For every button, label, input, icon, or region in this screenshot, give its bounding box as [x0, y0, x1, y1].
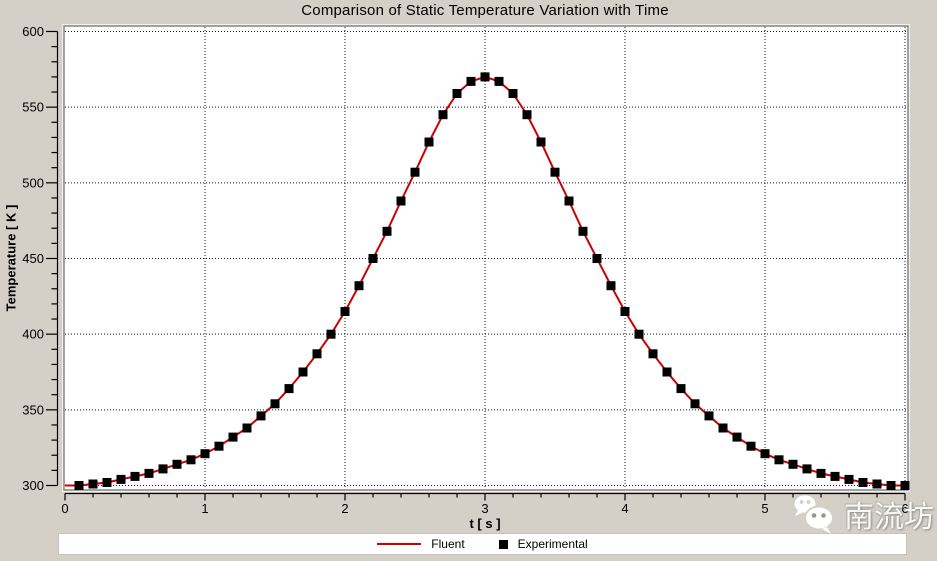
chart-title: Comparison of Static Temperature Variati…: [301, 2, 669, 19]
experimental-markers: [74, 72, 910, 490]
svg-text:1: 1: [201, 501, 208, 516]
x-axis-title: t [ s ]: [469, 516, 501, 531]
legend-item-fluent: Fluent: [377, 537, 465, 551]
plot-area-highlight: [62, 24, 910, 492]
svg-text:6: 6: [901, 501, 908, 516]
legend-label-fluent: Fluent: [431, 537, 465, 551]
svg-text:300: 300: [22, 478, 44, 493]
y-tick-labels: 300 350 400 450 500 550 600: [22, 24, 44, 493]
fluent-line-swatch: [377, 543, 422, 545]
x-tick-labels: 0 1 2 3 4 5 6: [61, 501, 908, 516]
svg-text:4: 4: [621, 501, 628, 516]
svg-text:400: 400: [22, 327, 44, 342]
svg-text:2: 2: [341, 501, 348, 516]
svg-text:600: 600: [22, 24, 44, 39]
legend-item-experimental: Experimental: [498, 537, 588, 551]
legend-label-experimental: Experimental: [517, 537, 588, 551]
axis-ticks: [46, 30, 906, 501]
experimental-marker-swatch: [498, 539, 508, 549]
svg-text:3: 3: [481, 501, 488, 516]
svg-text:0: 0: [61, 501, 68, 516]
svg-text:5: 5: [761, 501, 768, 516]
svg-text:450: 450: [22, 251, 44, 266]
gridlines: [65, 27, 907, 489]
svg-text:500: 500: [22, 175, 44, 190]
legend: Fluent Experimental: [58, 533, 907, 555]
svg-text:550: 550: [22, 100, 44, 115]
svg-text:350: 350: [22, 402, 44, 417]
y-axis-title: Temperature [ K ]: [3, 204, 19, 312]
